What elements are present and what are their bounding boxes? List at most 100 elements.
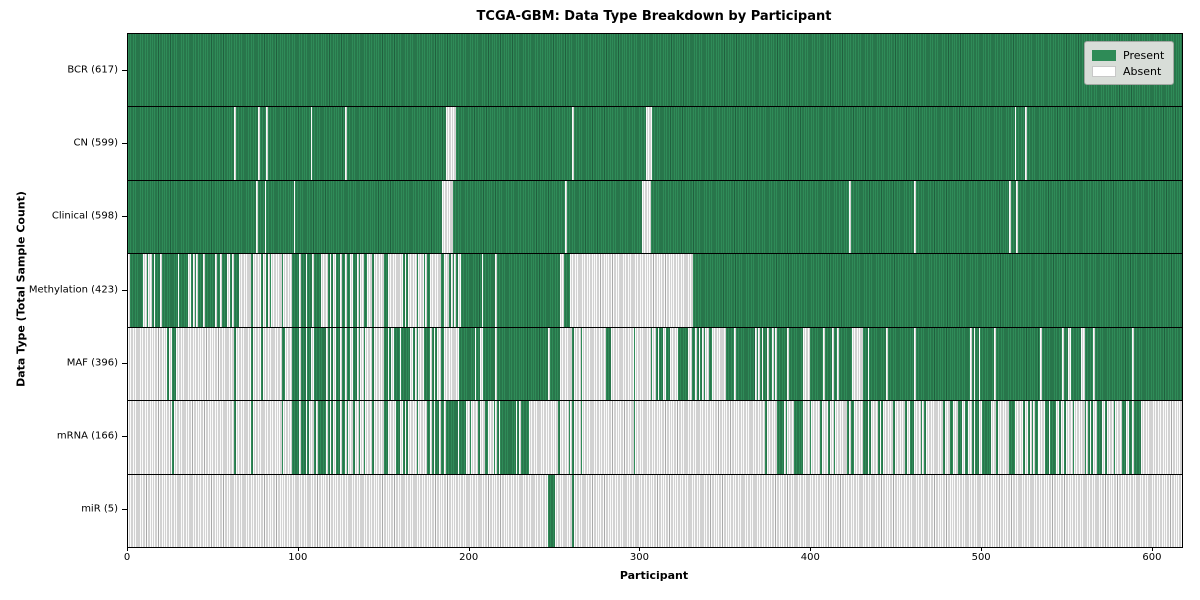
cells-absent-run	[408, 401, 417, 474]
cells-present-run	[828, 401, 831, 474]
cells-absent-run	[1093, 401, 1097, 474]
legend-label-present: Present	[1123, 48, 1165, 62]
x-tick-label-200: 200	[459, 552, 479, 563]
cells-absent-run	[495, 401, 497, 474]
legend-swatch-absent-icon	[1092, 65, 1116, 77]
cells-absent-run	[387, 401, 397, 474]
cells-present-run	[259, 107, 267, 180]
cells-present-run	[416, 401, 419, 474]
cells-absent-run	[256, 180, 258, 254]
x-tick-label-300: 300	[629, 552, 650, 563]
legend: Present Absent	[1084, 41, 1174, 85]
cells-present-run	[353, 327, 357, 401]
cells-absent-run	[1081, 327, 1085, 401]
y-tick-label-clinical: Clinical (598)	[51, 210, 118, 222]
y-tick-label-bcr: BCR (617)	[67, 64, 118, 76]
cells-present-run	[633, 327, 636, 401]
cells-present-run	[191, 254, 193, 327]
cells-absent-run	[233, 107, 236, 180]
cells-present-run	[295, 180, 443, 254]
y-tick-mark	[122, 142, 127, 144]
cells-present-run	[696, 327, 699, 401]
cells-absent-run	[895, 401, 906, 474]
cells-absent-run	[457, 254, 462, 327]
cells-present-run	[777, 327, 788, 401]
cells-absent-run	[1065, 401, 1073, 474]
cells-present-run	[659, 327, 663, 401]
cells-present-run	[1105, 401, 1107, 474]
heatmap-row-methylation	[128, 254, 1182, 328]
cells-absent-run	[474, 327, 477, 401]
cells-absent-run	[192, 254, 195, 327]
cells-absent-run	[444, 254, 450, 327]
cells-absent-run	[128, 474, 549, 547]
cells-absent-run	[148, 254, 152, 327]
cells-present-run	[403, 254, 405, 327]
cells-present-run	[850, 180, 914, 254]
cells-present-run	[346, 327, 351, 401]
cells-present-run	[756, 327, 759, 401]
cells-absent-run	[418, 401, 427, 474]
cells-absent-run	[922, 401, 925, 474]
cells-present-run	[483, 254, 496, 327]
x-tick-label-400: 400	[800, 552, 820, 563]
cells-absent-run	[373, 327, 385, 401]
cells-present-run	[1088, 401, 1090, 474]
cells-absent-run	[555, 474, 573, 547]
cells-absent-run	[454, 254, 456, 327]
cells-absent-run	[783, 401, 786, 474]
cells-present-run	[650, 180, 849, 254]
cells-absent-run	[365, 327, 373, 401]
cells-absent-run	[766, 401, 778, 474]
heatmap-row-maf	[128, 327, 1182, 402]
cells-absent-run	[365, 401, 373, 474]
cells-absent-run	[944, 401, 950, 474]
cells-present-run	[459, 327, 475, 401]
cells-absent-run	[1024, 401, 1029, 474]
cells-present-run	[440, 401, 445, 474]
cells-present-run	[128, 180, 257, 254]
cells-present-run	[763, 327, 767, 401]
cells-present-run	[314, 254, 322, 327]
cells-present-run	[652, 107, 1015, 180]
cells-absent-run	[355, 401, 359, 474]
cells-absent-run	[978, 327, 981, 401]
cells-present-run	[291, 254, 299, 327]
cells-absent-run	[1093, 327, 1095, 401]
cells-present-run	[606, 327, 612, 401]
cells-present-run	[341, 401, 345, 474]
cells-present-run	[789, 327, 803, 401]
cells-present-run	[194, 254, 197, 327]
cells-absent-run	[1055, 401, 1059, 474]
cells-present-run	[496, 327, 549, 401]
cells-absent-run	[695, 327, 697, 401]
cells-present-run	[1072, 401, 1075, 474]
cells-present-run	[1113, 401, 1116, 474]
cells-present-run	[517, 401, 520, 474]
cells-present-run	[691, 327, 696, 401]
legend-swatch-present-icon	[1092, 49, 1116, 61]
cells-absent-run	[373, 401, 385, 474]
cells-absent-run	[444, 327, 460, 401]
cells-present-run	[650, 327, 653, 401]
cells-absent-run	[252, 254, 262, 327]
cells-absent-run	[705, 327, 709, 401]
cells-absent-run	[268, 254, 270, 327]
cells-absent-run	[356, 327, 359, 401]
cells-present-run	[358, 254, 361, 327]
cells-present-run	[666, 327, 670, 401]
cells-absent-run	[997, 401, 1010, 474]
cells-absent-run	[344, 401, 347, 474]
cells-present-run	[331, 327, 333, 401]
cells-present-run	[435, 327, 438, 401]
cells-present-run	[257, 180, 265, 254]
cells-absent-run	[175, 327, 234, 401]
cells-absent-run	[430, 401, 433, 474]
heatmap-row-cn	[128, 107, 1182, 181]
cells-present-run	[971, 401, 974, 474]
cells-absent-run	[329, 327, 332, 401]
cells-absent-run	[560, 254, 564, 327]
cells-present-run	[432, 327, 434, 401]
cells-present-run	[440, 327, 445, 401]
cells-present-run	[850, 401, 854, 474]
